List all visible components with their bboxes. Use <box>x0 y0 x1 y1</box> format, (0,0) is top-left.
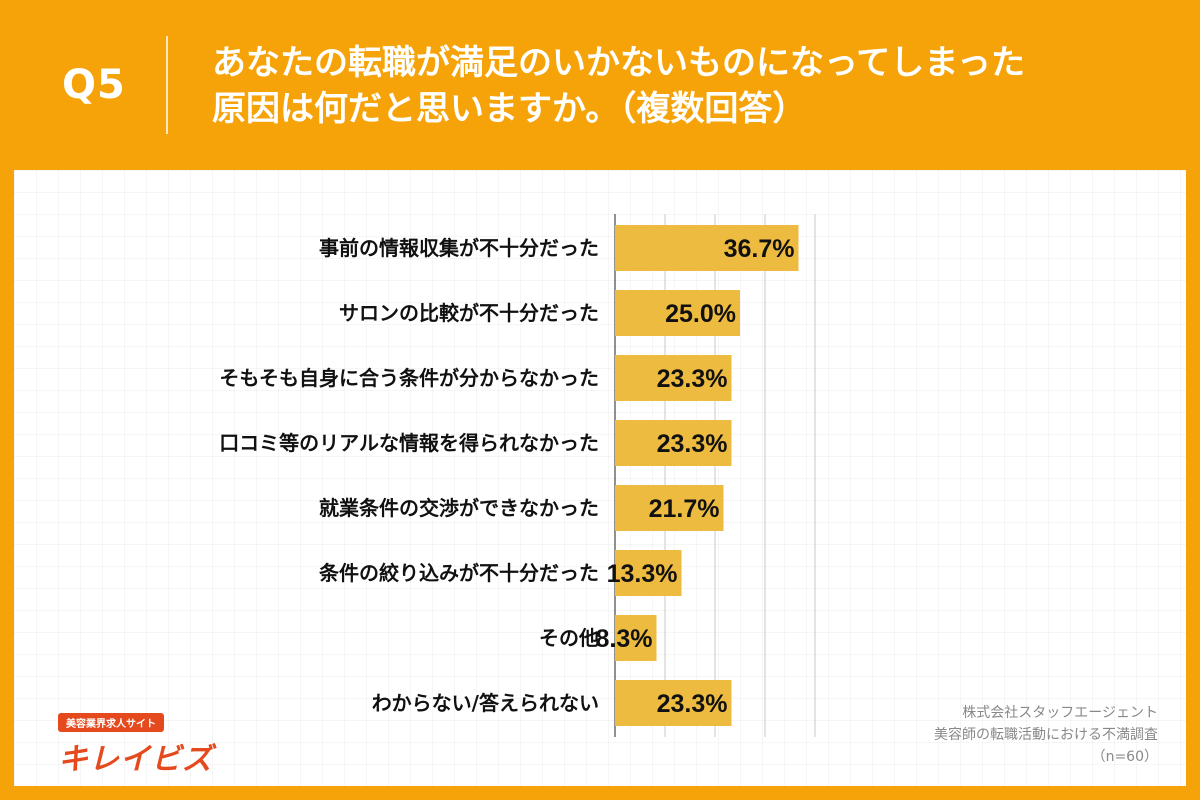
chart-category-label: 口コミ等のリアルな情報を得られなかった <box>219 431 599 455</box>
header-divider <box>166 36 168 134</box>
chart-data-label: 21.7% <box>649 495 720 523</box>
chart-bar <box>615 550 682 596</box>
chart-category-label: サロンの比較が不十分だった <box>339 301 599 325</box>
chart-category-label: 事前の情報収集が不十分だった <box>319 236 599 260</box>
question-title: あなたの転職が満足のいかないものになってしまった 原因は何だと思いますか。（複数… <box>212 40 1172 132</box>
chart-category-label: 就業条件の交渉ができなかった <box>319 496 599 520</box>
chart-bar <box>615 680 732 726</box>
chart-data-label: 23.3% <box>657 690 728 718</box>
question-title-line1: あなたの転職が満足のいかないものになってしまった <box>212 43 1025 83</box>
chart-panel: 事前の情報収集が不十分だった 36.7% サロンの比較が不十分だった 25.0% そもそ… <box>14 170 1186 786</box>
question-title-line2: 原因は何だと思いますか。（複数回答） <box>212 89 807 129</box>
chart-data-label: 23.3% <box>657 430 728 458</box>
chart-bar <box>615 485 724 531</box>
site-logo: 美容業界求人サイト キレイビズ <box>58 712 213 778</box>
question-header: Q5 あなたの転職が満足のいかないものになってしまった 原因は何だと思いますか。… <box>0 0 1200 170</box>
chart-data-label: 13.3% <box>607 560 678 588</box>
chart-bar <box>615 355 732 401</box>
chart-category-label: そもそも自身に合う条件が分からなかった <box>219 366 599 390</box>
source-company: 株式会社スタッフエージェント <box>962 705 1158 721</box>
logo-tagline: 美容業界求人サイト <box>58 713 164 732</box>
bar-chart: 事前の情報収集が不十分だった 36.7% サロンの比較が不十分だった 25.0% そもそ… <box>219 214 816 737</box>
chart-category-label: わからない/答えられない <box>372 691 599 715</box>
chart-bar <box>615 420 732 466</box>
chart-bar <box>615 615 657 661</box>
chart-bar <box>615 290 740 336</box>
chart-bar <box>615 225 799 271</box>
chart-data-label: 36.7% <box>724 235 795 263</box>
chart-data-label: 8.3% <box>596 625 653 653</box>
chart-data-label: 23.3% <box>657 365 728 393</box>
chart-category-label: 条件の絞り込みが不十分だった <box>319 561 599 585</box>
logo-name: キレイビズ <box>58 742 213 777</box>
source-sample-size: （n=60） <box>1091 749 1158 765</box>
source-note: 株式会社スタッフエージェント 美容師の転職活動における不満調査 （n=60） <box>934 702 1158 768</box>
chart-category-label: その他 <box>539 626 599 650</box>
source-survey: 美容師の転職活動における不満調査 <box>934 727 1158 743</box>
chart-data-label: 25.0% <box>665 300 736 328</box>
question-number: Q5 <box>62 62 126 108</box>
